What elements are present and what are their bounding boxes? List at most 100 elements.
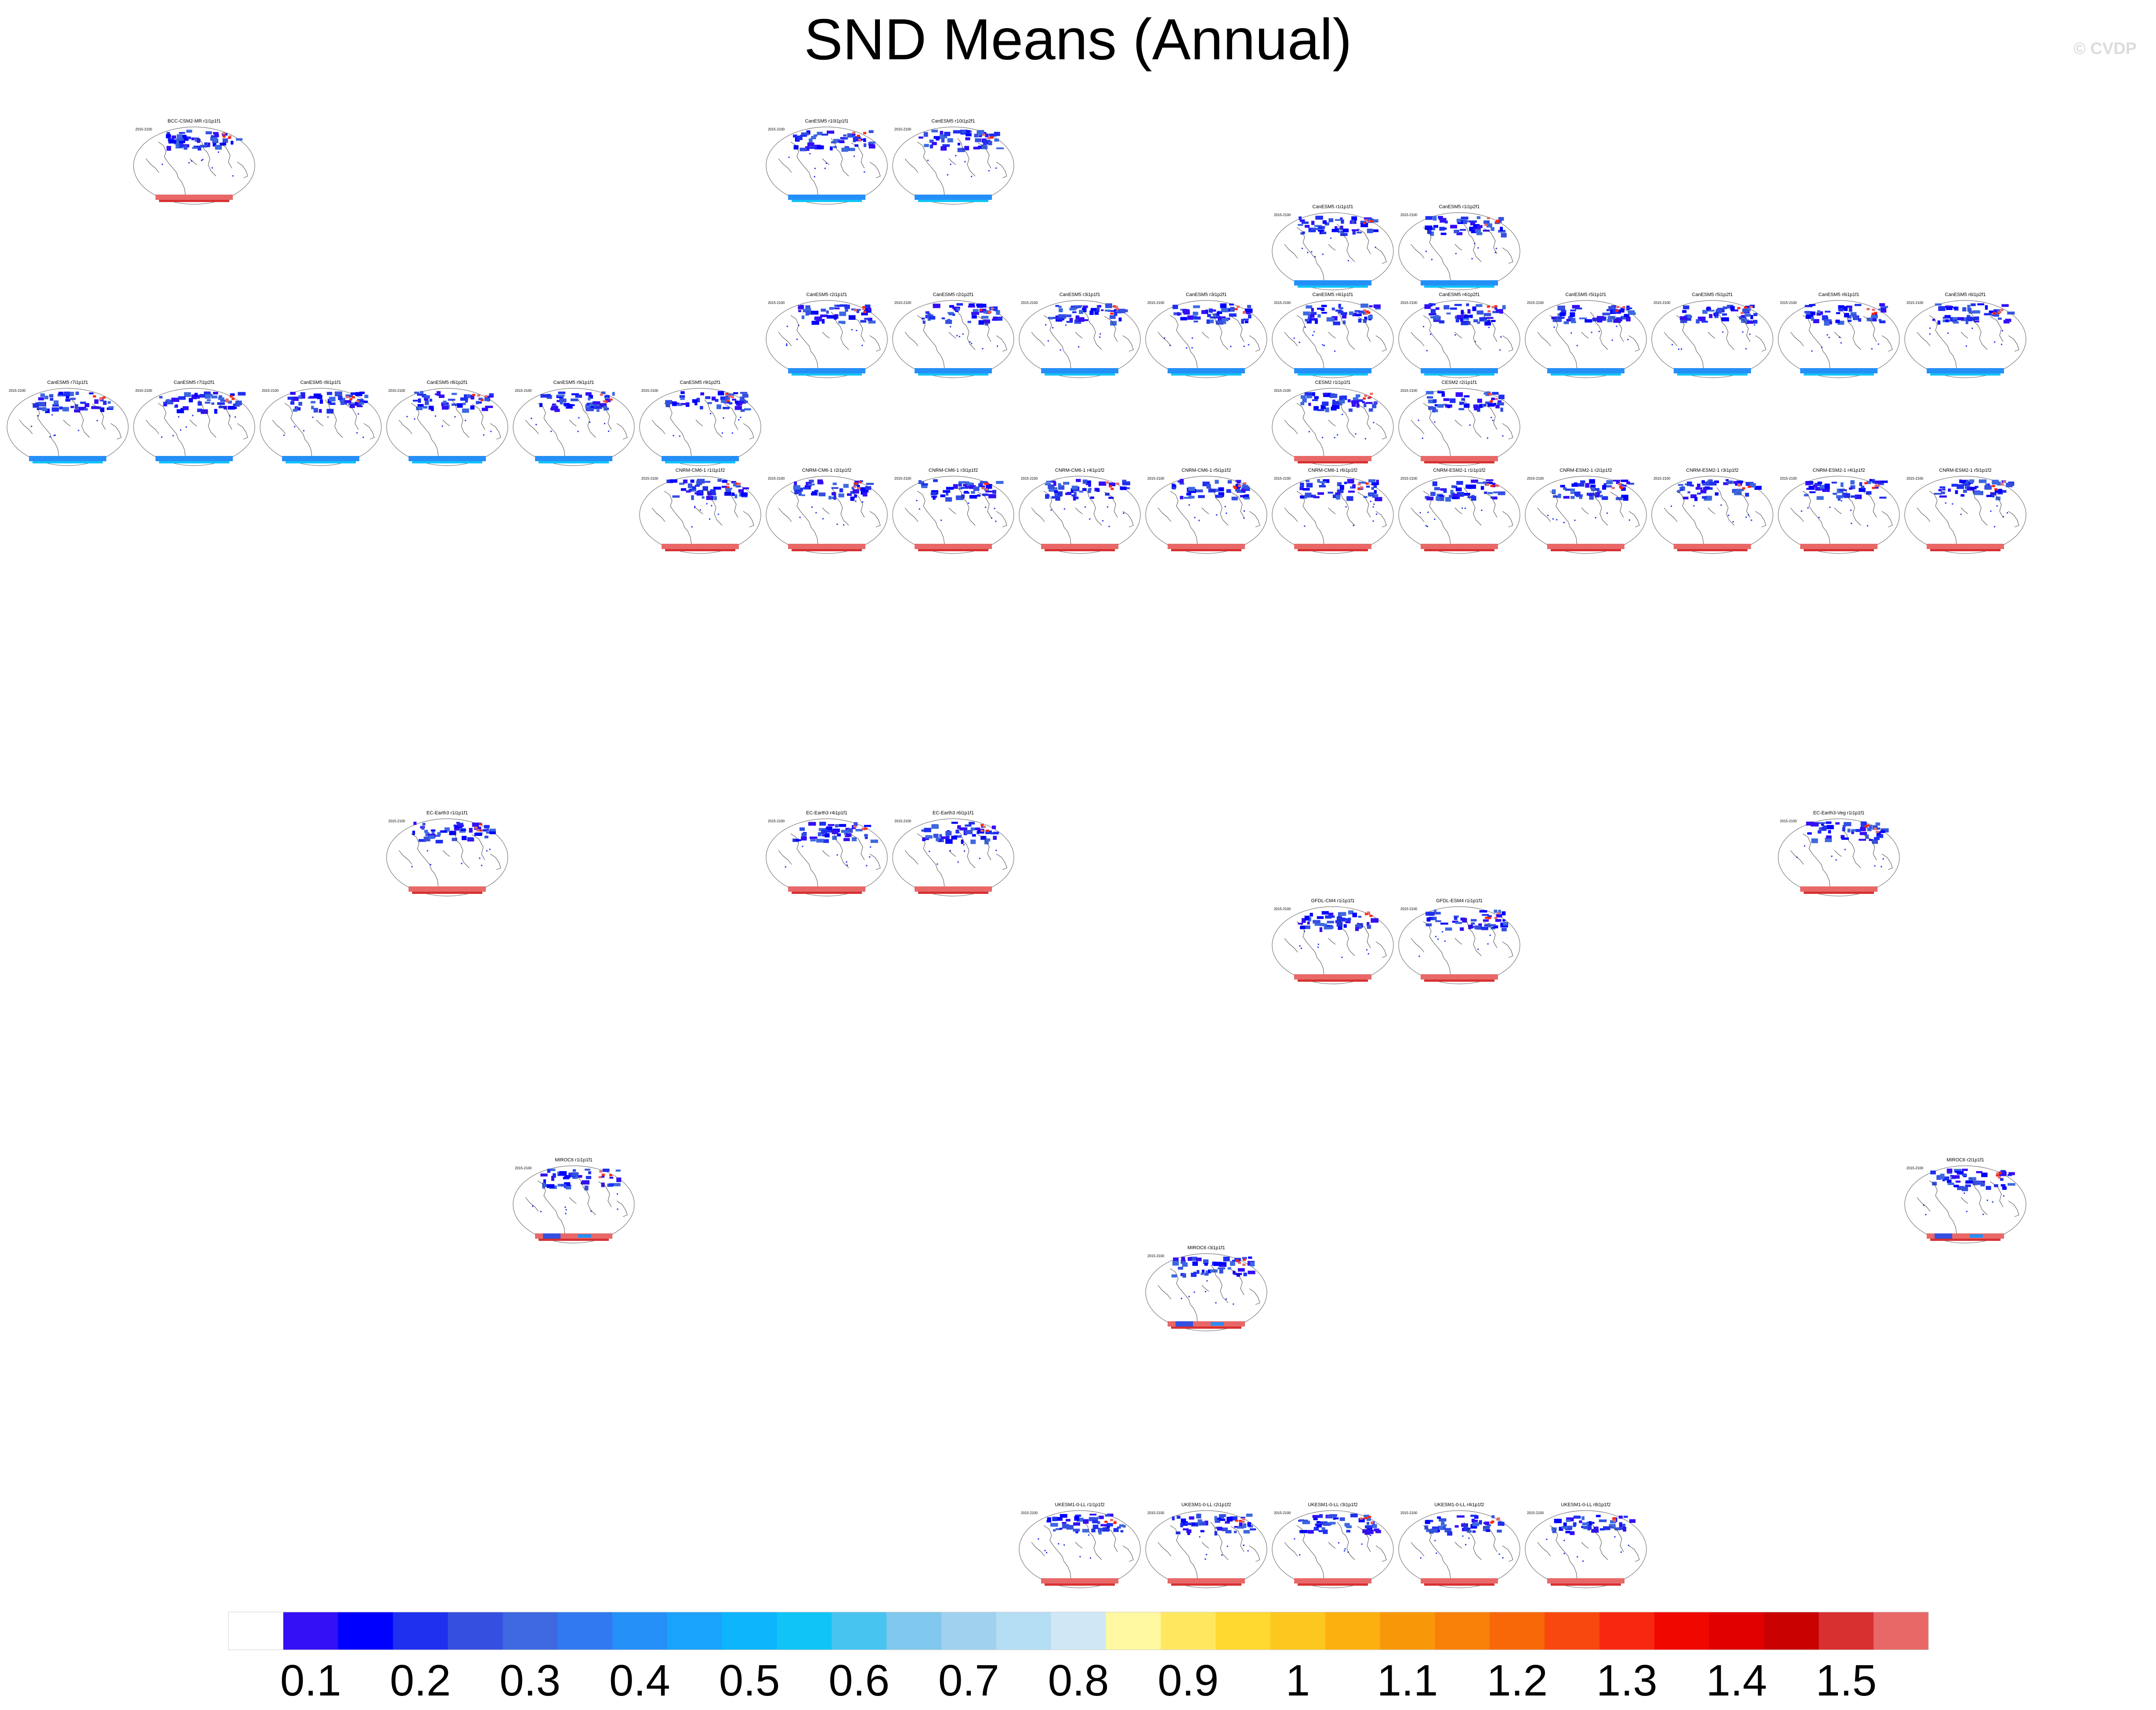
snow-cell	[1500, 227, 1503, 231]
snow-cell	[801, 315, 805, 319]
snow-cell	[1950, 1175, 1954, 1177]
snow-cell	[1961, 494, 1964, 497]
snow-cell	[1479, 317, 1487, 322]
snow-cell	[1071, 485, 1078, 490]
snow-cell	[1493, 403, 1496, 405]
snow-cell	[1173, 312, 1179, 315]
snow-cell	[822, 518, 824, 520]
snow-cell	[1206, 1280, 1208, 1282]
snow-cell	[1742, 308, 1749, 313]
panel-period: 2015-2100	[1653, 301, 1671, 305]
snow-cell	[166, 132, 170, 134]
snow-cell	[1610, 1520, 1616, 1524]
snow-cell	[600, 1176, 604, 1178]
snow-cell	[206, 399, 211, 401]
snow-cell	[1311, 221, 1315, 225]
coastline	[1230, 316, 1244, 342]
coastline	[1463, 1522, 1482, 1560]
snow-cell	[1809, 491, 1816, 493]
panel-period: 2015-2100	[1400, 389, 1418, 393]
snow-cell	[1465, 507, 1466, 509]
snow-cell	[1107, 1523, 1113, 1527]
coastline	[1249, 511, 1260, 528]
snow-cell	[441, 425, 443, 427]
snow-cell	[1074, 496, 1079, 499]
snow-cell	[1364, 438, 1366, 440]
snow-cell	[165, 400, 170, 405]
snow-cell	[1467, 496, 1474, 498]
snow-cell	[1319, 1514, 1323, 1518]
snow-cell	[1552, 489, 1556, 494]
snow-cell	[825, 163, 827, 164]
snow-cell	[1097, 1516, 1100, 1518]
snow-cell	[1325, 915, 1332, 919]
snow-cell	[1331, 307, 1335, 311]
snow-cell	[830, 146, 833, 151]
snow-cell	[1726, 479, 1729, 481]
snow-cell	[1418, 955, 1420, 957]
snow-cell	[1574, 482, 1577, 484]
snow-cell	[1628, 1544, 1629, 1546]
snow-cell	[1491, 320, 1496, 322]
snow-cell	[1354, 310, 1360, 313]
snow-cell	[1364, 913, 1368, 915]
snow-cell	[793, 145, 799, 150]
snow-cell	[1962, 1174, 1967, 1176]
snow-cell	[868, 320, 876, 324]
coastline	[695, 507, 703, 514]
snow-cell	[1337, 228, 1343, 230]
snow-cell	[1114, 306, 1118, 308]
snow-cell	[970, 827, 975, 831]
snow-cell	[1322, 220, 1327, 224]
snow-cell	[1579, 1520, 1582, 1523]
snow-cell	[1962, 307, 1967, 312]
snow-cell	[941, 836, 949, 839]
coastline	[904, 850, 919, 865]
snow-cell	[1591, 487, 1595, 492]
colorbar-box	[1490, 1612, 1545, 1650]
snow-cell	[2003, 516, 2004, 518]
snow-cell	[183, 145, 188, 150]
snow-cell	[1221, 318, 1229, 322]
snow-cell	[1308, 402, 1311, 406]
snow-cell	[1358, 318, 1362, 323]
antarctic-band	[1421, 456, 1498, 461]
antarctic-band	[1927, 368, 2004, 373]
panel-title: UKESM1-0-LL r1i1p1f2	[1055, 1502, 1104, 1508]
snow-cell	[192, 415, 194, 416]
colorbar-box	[886, 1612, 942, 1650]
coastline	[957, 830, 976, 868]
antarctic-band	[1168, 368, 1245, 373]
antarctic-band	[792, 892, 862, 894]
antarctic-band	[539, 1239, 609, 1241]
snow-cell	[1183, 1528, 1189, 1531]
colorbar-box	[832, 1612, 887, 1650]
snow-cell	[1498, 1553, 1500, 1555]
snow-cell	[191, 160, 192, 162]
coastline	[1443, 351, 1451, 369]
snow-cell	[857, 487, 861, 489]
snow-cell	[1093, 1517, 1098, 1522]
snow-cell	[1471, 479, 1478, 483]
snow-cell	[1461, 320, 1469, 325]
snow-cell	[1454, 304, 1462, 306]
snow-cell	[49, 394, 54, 398]
snow-cell	[230, 393, 235, 396]
snow-cell	[740, 409, 745, 412]
snow-cell	[1470, 222, 1476, 226]
coastline	[1337, 399, 1355, 438]
panel-title: CanESM5 r1i1p2f1	[1439, 204, 1480, 210]
coastline	[651, 419, 666, 434]
coastline	[1736, 316, 1751, 342]
snow-cell	[452, 838, 457, 841]
coastline	[977, 142, 991, 169]
snow-cell	[919, 136, 923, 139]
panel-period: 2015-2100	[1780, 819, 1797, 823]
coastline	[1929, 315, 1950, 352]
snow-cell	[1494, 252, 1496, 253]
snow-cell	[584, 1168, 590, 1171]
snow-cell	[1352, 484, 1356, 489]
